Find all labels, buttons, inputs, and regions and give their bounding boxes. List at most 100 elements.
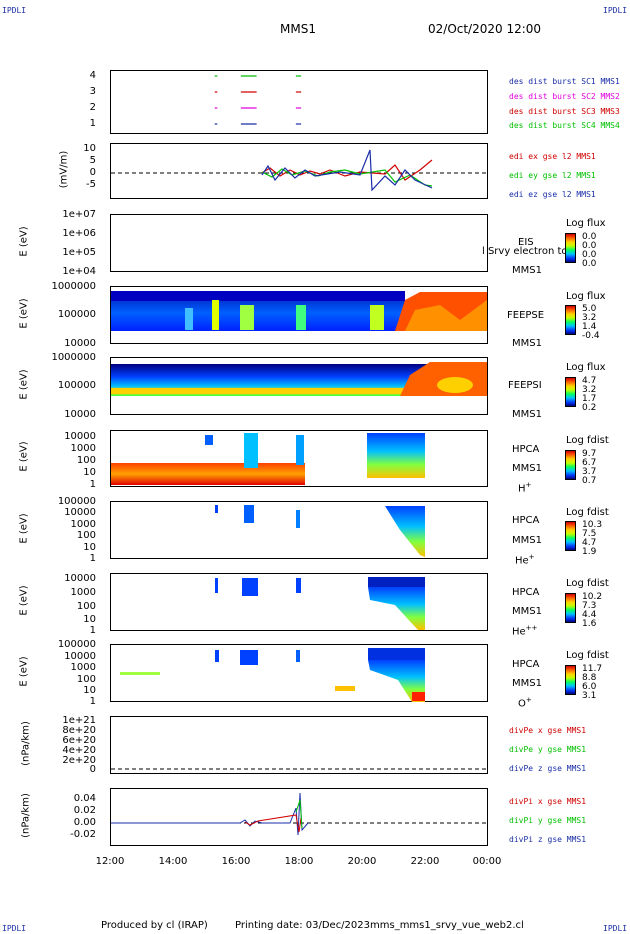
legend-divpi-x: divPi x gse MMS1 — [509, 797, 587, 806]
hpca-o-spacecraft-label: MMS1 — [512, 678, 542, 689]
hpca-he2-blob — [296, 578, 301, 593]
hpca-he2-cb-tick: 4.4 — [582, 610, 597, 620]
hpca-he-colorbar — [565, 521, 576, 551]
corner-label-br: IPDLI — [603, 924, 628, 933]
hpca-he-ytick: 10000 — [64, 507, 96, 518]
burst-intervals — [214, 75, 302, 125]
hpca-he-blob — [296, 510, 300, 528]
feepse-ytick: 10000 — [64, 338, 96, 349]
hpca-he-blob — [215, 505, 218, 513]
feepse-cb-tick: 3.2 — [582, 313, 597, 323]
hpca-h-blob — [244, 433, 258, 468]
species-symbol: He — [512, 626, 526, 638]
hpca-o-cb-tick: 8.8 — [582, 673, 597, 683]
hpca-h-late-region — [367, 433, 425, 478]
eis-colorbar-title: Log flux — [566, 218, 606, 229]
hpca-he2-blob — [242, 578, 258, 596]
feepse-cb-tick: 1.4 — [582, 322, 597, 332]
hpca-o-blob — [296, 650, 300, 662]
xaxis-tick: 18:00 — [284, 856, 314, 867]
legend-divpe-z: divPe z gse MMS1 — [509, 764, 587, 773]
legend-burst-mms4: des dist burst SC4 MMS4 — [509, 121, 620, 130]
species-charge: ++ — [525, 624, 538, 632]
feepsi-ytick: 10000 — [64, 409, 96, 420]
legend-edi-ex: edi ex gse l2 MMS1 — [509, 152, 596, 161]
hpca-h-spectrogram — [111, 433, 425, 485]
feepsi-cb-tick: 4.7 — [582, 376, 597, 386]
hpca-he2-instrument-label: HPCA — [512, 587, 540, 598]
legend-divpe-x: divPe x gse MMS1 — [509, 726, 587, 735]
feepsi-instrument-label: FEEPSI — [508, 380, 542, 391]
feepse-blob — [296, 305, 306, 330]
panel-eis — [110, 214, 488, 272]
eis-ytick: 1e+07 — [62, 209, 96, 220]
hpca-h-instrument-label: HPCA — [512, 444, 540, 455]
panel-divpe — [110, 716, 488, 774]
eis-ytick: 1e+06 — [62, 228, 96, 239]
hpca-he-cb-tick: 4.7 — [582, 538, 597, 548]
edi-ytick: 10 — [83, 143, 96, 154]
species-charge: + — [525, 481, 532, 489]
hpca-o-instrument-label: HPCA — [512, 659, 540, 670]
feepse-spectrogram — [111, 291, 487, 331]
footer-printing-date: Printing date: 03/Dec/2023 — [235, 920, 371, 931]
panel-burst — [110, 70, 488, 134]
edi-traces — [111, 149, 487, 192]
hpca-h-ytick: 1000 — [70, 443, 96, 454]
divpi-x-trace — [244, 814, 302, 833]
divpe-ytick: 2e+20 — [62, 755, 96, 766]
burst-ytick: 3 — [89, 86, 96, 97]
eis-ylabel: E (eV) — [18, 226, 30, 257]
hpca-he-cb-tick: 1.9 — [582, 547, 597, 557]
eis-cb-tick: 0.0 — [582, 232, 597, 242]
eis-overlay-label: l Srvy electron to — [482, 246, 568, 257]
hpca-o-ytick: 10000 — [64, 651, 96, 662]
hpca-he2-ytick: 10 — [83, 614, 96, 625]
feepse-blob — [185, 308, 193, 330]
burst-ytick: 2 — [89, 102, 96, 113]
eis-cb-tick: 0.0 — [582, 241, 597, 251]
hpca-o-ytick: 10 — [83, 685, 96, 696]
hpca-h-cb-tick: 9.7 — [582, 449, 597, 459]
feepsi-spectrogram — [111, 362, 487, 396]
legend-burst-mms2: des dist burst SC2 MMS2 — [509, 92, 620, 101]
feepse-blob — [240, 305, 254, 330]
corner-label-tr: IPDLI — [603, 6, 628, 15]
hpca-h-ylabel: E (eV) — [18, 441, 30, 472]
hpca-he2-ytick: 1 — [89, 625, 96, 636]
hpca-o-blob — [240, 650, 258, 665]
species-symbol: O — [518, 698, 526, 710]
feepsi-spacecraft-label: MMS1 — [512, 409, 542, 420]
feepse-blob — [212, 300, 219, 330]
corner-label-bl: IPDLI — [2, 924, 27, 933]
hpca-o-ytick: 100 — [76, 674, 96, 685]
burst-ytick: 4 — [89, 70, 96, 81]
feepse-cb-tick: 5.0 — [582, 304, 597, 314]
divpi-ytick: -0.02 — [70, 829, 96, 840]
feepse-hot-region — [405, 300, 487, 331]
hpca-he-spectrogram — [215, 505, 425, 557]
hpca-o-colorbar — [565, 665, 576, 695]
divpi-ytick: 0.00 — [73, 817, 96, 828]
divpi-ylabel: (nPa/km) — [20, 793, 32, 838]
hpca-he-late-region — [385, 506, 425, 557]
hpca-o-late-region — [368, 660, 425, 702]
feepsi-ylabel: E (eV) — [18, 369, 30, 400]
eis-cb-tick: 0.0 — [582, 259, 597, 269]
species-charge: + — [528, 553, 535, 561]
hpca-he-instrument-label: HPCA — [512, 515, 540, 526]
hpca-he-ytick: 100 — [76, 530, 96, 541]
hpca-he-ytick: 1 — [89, 553, 96, 564]
eis-ytick: 1e+05 — [62, 247, 96, 258]
xaxis-tick: 14:00 — [158, 856, 188, 867]
hpca-he-spacecraft-label: MMS1 — [512, 535, 542, 546]
hpca-h-cb-tick: 6.7 — [582, 458, 597, 468]
legend-divpe-y: divPe y gse MMS1 — [509, 745, 587, 754]
hpca-h-ytick: 10 — [83, 467, 96, 478]
divpe-ytick: 6e+20 — [62, 735, 96, 746]
eis-ytick: 1e+04 — [62, 266, 96, 277]
legend-divpi-y: divPi y gse MMS1 — [509, 816, 587, 825]
feepsi-ytick: 100000 — [57, 380, 96, 391]
divpi-traces — [111, 792, 487, 836]
